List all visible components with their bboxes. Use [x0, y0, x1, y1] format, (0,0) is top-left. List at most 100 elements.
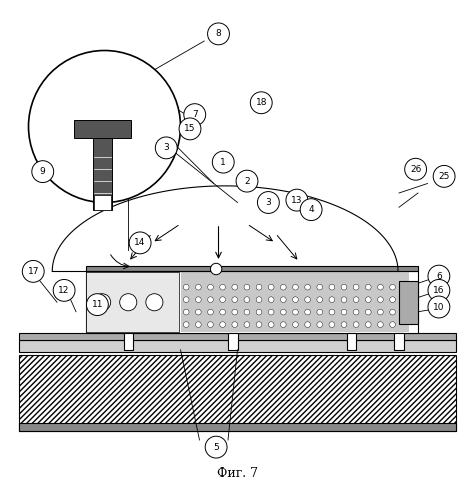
Circle shape: [293, 310, 298, 315]
Circle shape: [244, 284, 250, 290]
Text: 2: 2: [244, 176, 250, 186]
Circle shape: [317, 310, 323, 315]
Circle shape: [94, 294, 111, 311]
Circle shape: [32, 160, 54, 182]
Circle shape: [236, 170, 258, 192]
Text: 18: 18: [256, 98, 267, 107]
Bar: [394, 333, 404, 350]
Circle shape: [86, 294, 108, 316]
Circle shape: [280, 322, 286, 328]
Bar: [93, 131, 112, 210]
Bar: [74, 120, 131, 138]
Circle shape: [212, 151, 234, 173]
Circle shape: [428, 280, 450, 301]
Text: 1: 1: [220, 158, 226, 166]
Circle shape: [268, 310, 274, 315]
Circle shape: [220, 322, 226, 328]
Circle shape: [208, 23, 229, 45]
Circle shape: [256, 322, 262, 328]
Bar: [124, 333, 133, 350]
Text: 4: 4: [308, 205, 314, 214]
Circle shape: [286, 189, 308, 211]
Circle shape: [146, 294, 163, 311]
Circle shape: [305, 284, 311, 290]
Circle shape: [268, 284, 274, 290]
Circle shape: [280, 297, 286, 302]
Circle shape: [205, 436, 227, 458]
Bar: [86, 272, 179, 332]
Circle shape: [53, 280, 75, 301]
Circle shape: [300, 198, 322, 220]
Text: 9: 9: [40, 167, 46, 176]
Circle shape: [329, 297, 335, 302]
Bar: [19, 424, 456, 430]
Circle shape: [129, 232, 151, 254]
Circle shape: [378, 284, 383, 290]
Circle shape: [22, 260, 44, 282]
Circle shape: [390, 310, 395, 315]
Circle shape: [244, 297, 250, 302]
Circle shape: [184, 104, 206, 126]
Circle shape: [353, 322, 359, 328]
Circle shape: [208, 284, 213, 290]
Bar: [86, 272, 418, 333]
Circle shape: [268, 297, 274, 302]
Circle shape: [305, 310, 311, 315]
Circle shape: [329, 310, 335, 315]
Circle shape: [433, 166, 455, 188]
Circle shape: [232, 322, 238, 328]
Text: 11: 11: [92, 300, 103, 309]
Circle shape: [183, 310, 189, 315]
Text: 12: 12: [58, 286, 70, 295]
Text: 14: 14: [134, 238, 146, 248]
Bar: [399, 281, 418, 324]
Circle shape: [220, 297, 226, 302]
Circle shape: [155, 137, 177, 159]
Circle shape: [244, 310, 250, 315]
Circle shape: [232, 284, 238, 290]
Circle shape: [208, 322, 213, 328]
Text: 3: 3: [266, 198, 271, 207]
Circle shape: [353, 310, 359, 315]
Text: 6: 6: [436, 272, 442, 280]
Circle shape: [210, 264, 222, 274]
Circle shape: [293, 284, 298, 290]
Text: 25: 25: [438, 172, 450, 181]
Circle shape: [341, 310, 347, 315]
Circle shape: [317, 297, 323, 302]
Circle shape: [196, 310, 201, 315]
Text: Фиг. 7: Фиг. 7: [217, 467, 258, 480]
Circle shape: [378, 297, 383, 302]
Text: 10: 10: [433, 302, 445, 312]
Text: 26: 26: [410, 164, 421, 173]
Text: 15: 15: [184, 124, 196, 134]
Circle shape: [232, 310, 238, 315]
Circle shape: [341, 284, 347, 290]
Circle shape: [305, 297, 311, 302]
Bar: [94, 196, 111, 209]
Circle shape: [196, 284, 201, 290]
Circle shape: [280, 310, 286, 315]
Circle shape: [365, 297, 371, 302]
Circle shape: [183, 322, 189, 328]
Circle shape: [244, 322, 250, 328]
Circle shape: [390, 322, 395, 328]
Bar: [19, 333, 456, 340]
Circle shape: [390, 297, 395, 302]
Circle shape: [196, 297, 201, 302]
Circle shape: [353, 297, 359, 302]
Bar: [180, 272, 408, 332]
Circle shape: [378, 310, 383, 315]
Circle shape: [390, 284, 395, 290]
Circle shape: [405, 158, 427, 180]
Circle shape: [365, 284, 371, 290]
Text: 16: 16: [433, 286, 445, 295]
Circle shape: [293, 322, 298, 328]
Circle shape: [250, 92, 272, 114]
Text: 13: 13: [291, 196, 303, 204]
Circle shape: [179, 118, 201, 140]
Circle shape: [196, 322, 201, 328]
Text: 5: 5: [213, 442, 219, 452]
Bar: [347, 333, 356, 350]
Circle shape: [329, 322, 335, 328]
